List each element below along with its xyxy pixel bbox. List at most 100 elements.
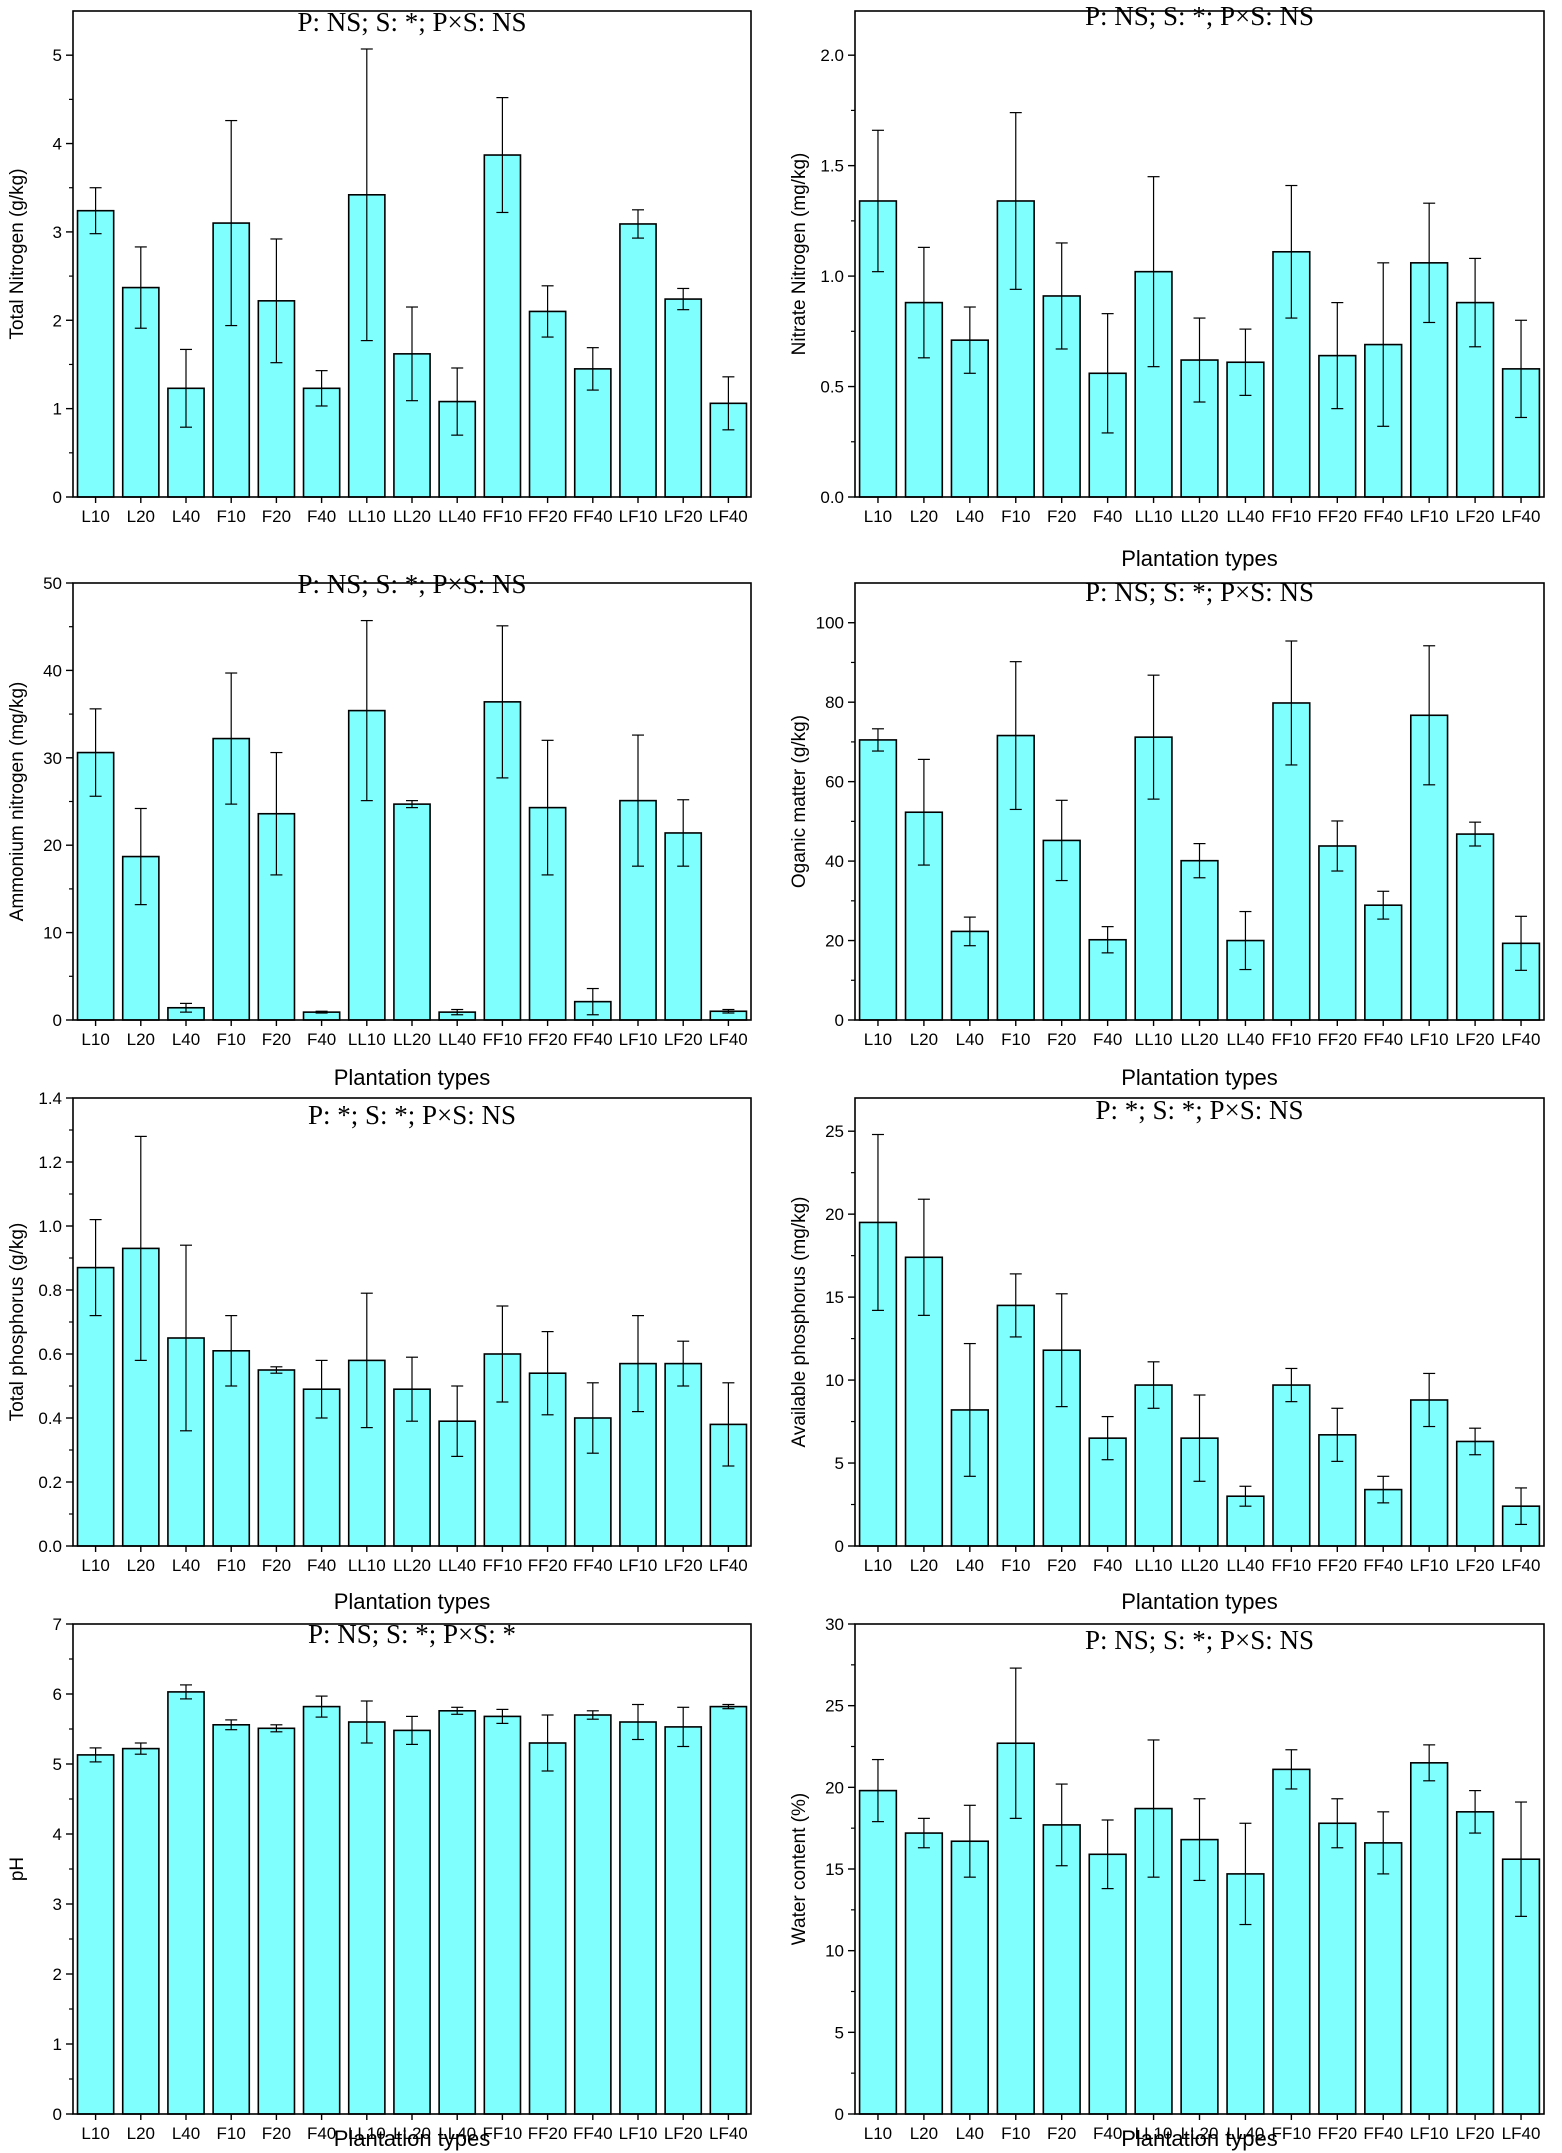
error-bar-f20 bbox=[270, 1724, 283, 1733]
error-bar-ll40 bbox=[451, 1385, 464, 1458]
bar-f20 bbox=[1042, 1349, 1081, 1547]
error-bar-ll20 bbox=[1193, 1798, 1206, 1882]
error-bar-lf10 bbox=[1423, 1372, 1436, 1428]
error-bar-ff20 bbox=[1331, 302, 1344, 410]
bar-ff20 bbox=[528, 310, 567, 498]
bar-ff10 bbox=[1272, 1384, 1311, 1547]
error-bar-f20 bbox=[270, 751, 283, 876]
x-tick-label: F40 bbox=[1093, 1030, 1122, 1049]
x-tick-label: FF20 bbox=[528, 2124, 568, 2143]
error-bar-ff40 bbox=[586, 987, 599, 1016]
y-axis-label: Available phosphorus (mg/kg) bbox=[789, 1196, 810, 1447]
x-tick-label: LF10 bbox=[1410, 2124, 1449, 2143]
error-bar-ff10 bbox=[1285, 184, 1298, 319]
bar-ff20 bbox=[528, 1372, 567, 1547]
x-tick-label: L40 bbox=[172, 1556, 200, 1575]
error-bar-ff40 bbox=[586, 1382, 599, 1454]
error-bar-l40 bbox=[963, 306, 976, 374]
error-bar-lf20 bbox=[677, 1706, 690, 1748]
error-bar-ff40 bbox=[1377, 1475, 1390, 1504]
y-tick-label: 10 bbox=[825, 1942, 844, 1961]
error-bar-lf10 bbox=[632, 209, 644, 239]
bar-lf20 bbox=[1455, 833, 1495, 1021]
bar-ll40 bbox=[438, 1420, 477, 1547]
x-tick-label: F40 bbox=[307, 507, 336, 526]
y-tick-label: 40 bbox=[43, 661, 62, 680]
x-tick-label: FF40 bbox=[573, 1556, 613, 1575]
error-bar-ff40 bbox=[1377, 262, 1390, 427]
x-tick-label: LF40 bbox=[709, 2124, 748, 2143]
x-tick-label: F20 bbox=[262, 1556, 291, 1575]
error-bar-ll40 bbox=[451, 367, 464, 436]
x-tick-label: FF40 bbox=[573, 2124, 613, 2143]
bar-f40 bbox=[1088, 1853, 1127, 2115]
error-bar-l40 bbox=[963, 1342, 976, 1477]
error-bar-f40 bbox=[315, 370, 328, 407]
error-bar-ll40 bbox=[1239, 910, 1252, 971]
x-tick-label: L10 bbox=[81, 507, 109, 526]
error-bar-l20 bbox=[917, 1198, 930, 1316]
error-bar-f20 bbox=[1055, 799, 1068, 882]
bar-ll20 bbox=[1180, 859, 1219, 1021]
x-tick-label: FF40 bbox=[1363, 1556, 1403, 1575]
bar-l10 bbox=[858, 1789, 898, 2115]
x-tick-label: L40 bbox=[956, 1030, 984, 1049]
error-bar-ll10 bbox=[360, 1292, 373, 1429]
y-tick-label: 0.6 bbox=[38, 1345, 62, 1364]
error-bar-l40 bbox=[963, 916, 976, 947]
error-bar-f20 bbox=[1055, 1293, 1068, 1408]
bar-l10 bbox=[76, 751, 115, 1021]
error-bar-f10 bbox=[225, 672, 238, 805]
chart-panel-6: L10 L20 L40 F10 F20 F40 LL10 LL20 LL40 FF10 FF20 FF… bbox=[789, 1095, 1545, 1614]
y-tick-label: 0 bbox=[835, 2105, 844, 2124]
x-tick-label: LL10 bbox=[348, 2124, 386, 2143]
x-tick-label: F40 bbox=[307, 1556, 336, 1575]
y-axis-label: Water content (%) bbox=[789, 1793, 810, 1945]
x-tick-label: F10 bbox=[217, 1030, 246, 1049]
x-tick-label: LL20 bbox=[393, 2124, 431, 2143]
bar-lf10 bbox=[1409, 1762, 1449, 2115]
error-bar-l10 bbox=[89, 187, 102, 235]
x-tick-label: LL20 bbox=[393, 507, 431, 526]
x-tick-label: LL40 bbox=[438, 1556, 476, 1575]
y-tick-label: 100 bbox=[816, 614, 844, 633]
x-tick-label: LL10 bbox=[348, 1030, 386, 1049]
x-tick-label: LF10 bbox=[1410, 1030, 1449, 1049]
x-tick-label: L40 bbox=[956, 1556, 984, 1575]
x-tick-label: FF10 bbox=[483, 1556, 523, 1575]
error-bar-ff40 bbox=[586, 347, 599, 391]
error-bar-ff20 bbox=[1331, 820, 1344, 872]
error-bar-f40 bbox=[1101, 313, 1114, 434]
x-tick-label: LF10 bbox=[1410, 1556, 1449, 1575]
x-tick-label: LF20 bbox=[664, 2124, 703, 2143]
x-tick-label: LF40 bbox=[1502, 1030, 1541, 1049]
error-bar-lf40 bbox=[722, 1382, 735, 1467]
bar-f20 bbox=[1042, 1824, 1081, 2115]
error-bar-ll20 bbox=[406, 1715, 418, 1746]
error-bar-f10 bbox=[225, 119, 238, 327]
bar-lf10 bbox=[619, 1721, 657, 2115]
x-tick-label: LF20 bbox=[1456, 2124, 1495, 2143]
y-tick-label: 10 bbox=[825, 1371, 844, 1390]
error-bar-lf20 bbox=[1469, 821, 1482, 847]
y-tick-label: 5 bbox=[835, 2023, 844, 2042]
x-tick-label: FF10 bbox=[483, 2124, 523, 2143]
x-tick-label: F10 bbox=[217, 507, 246, 526]
error-bar-ff10 bbox=[1285, 1367, 1298, 1403]
bar-l40 bbox=[950, 1840, 990, 2115]
error-bar-ff20 bbox=[541, 285, 554, 338]
error-bar-ll20 bbox=[406, 306, 418, 402]
error-bar-lf40 bbox=[722, 1008, 735, 1014]
y-axis-label: pH bbox=[7, 1857, 28, 1881]
error-bar-f40 bbox=[315, 1359, 328, 1419]
error-bar-ll10 bbox=[1147, 674, 1160, 800]
x-tick-label: LF10 bbox=[619, 1556, 658, 1575]
x-tick-label: LL20 bbox=[1181, 1030, 1219, 1049]
x-tick-label: F40 bbox=[1093, 2124, 1122, 2143]
x-tick-label: FF20 bbox=[528, 1030, 568, 1049]
y-tick-label: 0.0 bbox=[38, 1537, 62, 1556]
error-bar-lf40 bbox=[1515, 1801, 1528, 1917]
error-bar-ll40 bbox=[1239, 1485, 1252, 1507]
x-tick-label: FF20 bbox=[1317, 2124, 1357, 2143]
chart-title: P: NS; S: *; P×S: NS bbox=[1085, 1, 1314, 31]
